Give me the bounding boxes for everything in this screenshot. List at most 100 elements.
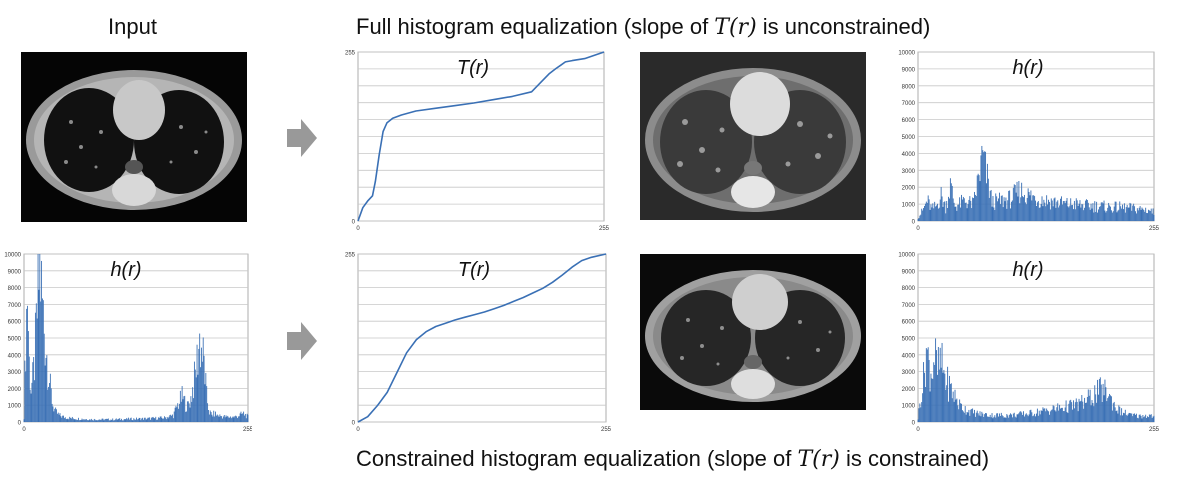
y-tick-label: 6000: [902, 118, 916, 124]
histogram-bar: [77, 419, 79, 422]
histogram-bar: [1151, 213, 1153, 221]
histogram-bar: [1040, 203, 1042, 221]
histogram-bar: [169, 415, 171, 422]
histogram-bar: [992, 418, 994, 422]
histogram-bar: [936, 203, 938, 221]
y-tick-label: 0: [352, 421, 356, 427]
histogram-bar: [103, 420, 105, 422]
histogram-bar: [174, 407, 176, 422]
histogram-bar: [1054, 410, 1056, 422]
histogram-bar: [920, 214, 922, 221]
histogram-bar: [1070, 198, 1072, 221]
histogram-bar: [1100, 384, 1102, 422]
histogram-bar: [1111, 212, 1113, 221]
histogram-bar: [938, 369, 940, 422]
histogram-bar: [1135, 213, 1137, 221]
histogram-bar: [1007, 415, 1009, 422]
histogram-bar: [1076, 200, 1078, 221]
histogram-bar: [1018, 413, 1020, 422]
histogram-bar: [28, 356, 30, 422]
histogram-bar: [1049, 209, 1051, 221]
histogram-bar: [1104, 379, 1106, 422]
histogram-bar: [134, 419, 136, 422]
histogram-bar: [977, 173, 979, 221]
histogram-bar: [1062, 411, 1064, 422]
histogram-bar: [1096, 201, 1098, 221]
histogram-bar: [31, 382, 33, 422]
histogram-bar: [1081, 204, 1083, 221]
histogram-bar: [157, 419, 158, 422]
histogram-bar: [1096, 402, 1098, 422]
histogram-bar: [127, 419, 129, 422]
histogram-bar: [923, 362, 925, 422]
histogram-bar: [148, 417, 150, 422]
histogram-bar: [933, 208, 935, 221]
histogram-bar: [1014, 185, 1016, 221]
histogram-bar: [964, 202, 966, 221]
histogram-bar: [1054, 197, 1056, 221]
histogram-bar: [1033, 415, 1035, 422]
x-tick-label: 255: [601, 427, 612, 433]
histogram-bar: [1132, 205, 1134, 221]
histogram-bar: [1062, 201, 1064, 221]
histogram-bar: [1060, 407, 1062, 422]
histogram-bar: [221, 416, 223, 422]
histogram-bar: [1006, 414, 1008, 422]
histogram-bar: [982, 150, 984, 221]
histogram-bar: [1048, 201, 1050, 221]
histogram-bar: [214, 416, 216, 422]
histogram-bar: [1115, 201, 1117, 221]
histogram-bar: [106, 418, 108, 422]
y-tick-label: 7000: [8, 303, 22, 309]
histogram-bar: [1082, 401, 1084, 422]
histogram-bar: [928, 199, 930, 221]
histogram-bar: [75, 419, 77, 422]
histogram-bar: [1023, 411, 1024, 422]
histogram-bar: [998, 198, 999, 221]
histogram-bar: [995, 417, 997, 422]
histogram-bar: [95, 420, 97, 422]
histogram-bar: [944, 201, 946, 221]
histogram-bar: [1061, 407, 1063, 422]
histogram-bar: [1144, 211, 1146, 221]
histogram-bar: [213, 410, 215, 422]
histogram-bar: [99, 419, 101, 422]
histogram-bar: [949, 198, 950, 221]
histogram-bar: [1036, 206, 1037, 221]
histogram-bar: [943, 202, 945, 221]
histogram-bar: [1033, 195, 1035, 221]
histogram-bar: [1020, 411, 1022, 422]
histogram-bar: [924, 387, 926, 422]
histogram-bar: [1042, 407, 1044, 422]
histogram-bar: [1116, 212, 1118, 221]
histogram-bar: [140, 420, 142, 422]
histogram-bar: [1079, 200, 1081, 221]
histogram-bar: [939, 199, 941, 221]
histogram-bar: [42, 300, 44, 422]
histogram-bar: [49, 373, 51, 422]
histogram-bar: [963, 198, 965, 221]
histogram-bar: [197, 374, 199, 422]
histogram-bar: [935, 338, 937, 422]
histogram-bar: [970, 409, 972, 422]
histogram-bar: [922, 393, 924, 422]
histogram-bar: [945, 389, 947, 422]
histogram-bar: [154, 418, 156, 422]
histogram-bar: [951, 185, 953, 221]
y-tick-label: 7000: [902, 101, 916, 107]
histogram-bar: [1125, 207, 1127, 221]
histogram-bar: [194, 369, 196, 422]
histogram-bar: [1133, 413, 1135, 422]
histogram-bar: [932, 203, 934, 221]
histogram-bar: [1145, 414, 1147, 422]
histogram-bar: [179, 390, 181, 422]
histogram-bar: [1010, 208, 1012, 221]
histogram-bar: [1140, 415, 1142, 422]
histogram-bar: [1025, 204, 1027, 221]
histogram-bar: [1019, 411, 1021, 422]
histogram-bar: [1014, 416, 1016, 422]
histogram-bar: [1125, 414, 1127, 422]
histogram-bar: [1085, 200, 1086, 221]
histogram-bar: [1037, 415, 1039, 422]
histogram-bar: [65, 418, 67, 422]
